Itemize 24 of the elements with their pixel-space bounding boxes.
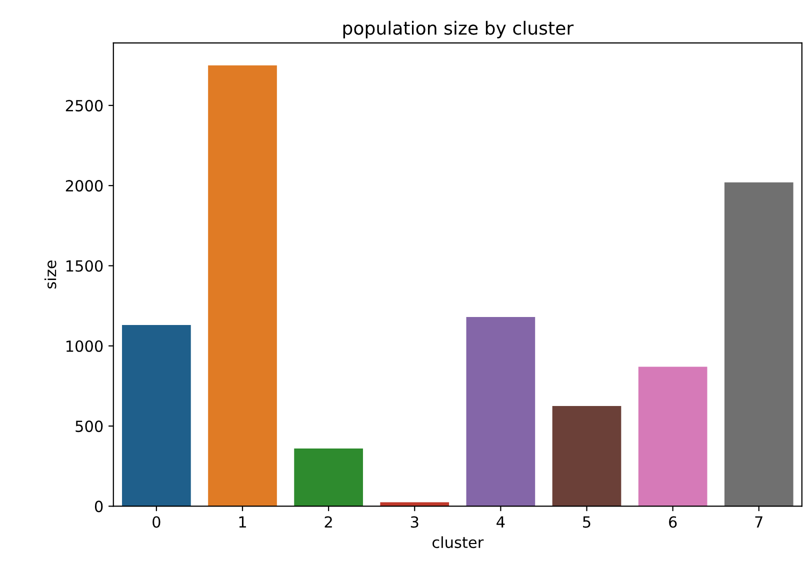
bar (294, 448, 363, 506)
x-tick-label: 1 (239, 516, 246, 528)
y-tick-label: 1000 (66, 340, 103, 352)
x-tick-label: 5 (583, 516, 590, 528)
bar (122, 325, 191, 506)
bar (552, 406, 622, 506)
y-tick-label: 2000 (66, 180, 103, 192)
x-tick-label: 4 (496, 516, 505, 528)
x-tick-label: 2 (324, 516, 332, 528)
x-tick-label: 3 (410, 516, 418, 528)
bar (466, 317, 536, 506)
bar (208, 65, 277, 506)
y-tick-label: 500 (76, 420, 103, 432)
x-axis-title: cluster (432, 536, 484, 548)
bar (724, 182, 794, 506)
x-tick-label: 7 (755, 516, 762, 528)
bar (638, 366, 708, 506)
y-axis-title: size (44, 260, 56, 289)
y-tick-label: 2500 (66, 100, 103, 112)
y-tick-label: 0 (94, 500, 103, 512)
x-tick-label: 6 (669, 516, 677, 528)
x-tick-label: 0 (152, 516, 160, 528)
y-tick-label: 1500 (66, 260, 103, 272)
chart-title: population size by cluster (343, 20, 574, 38)
